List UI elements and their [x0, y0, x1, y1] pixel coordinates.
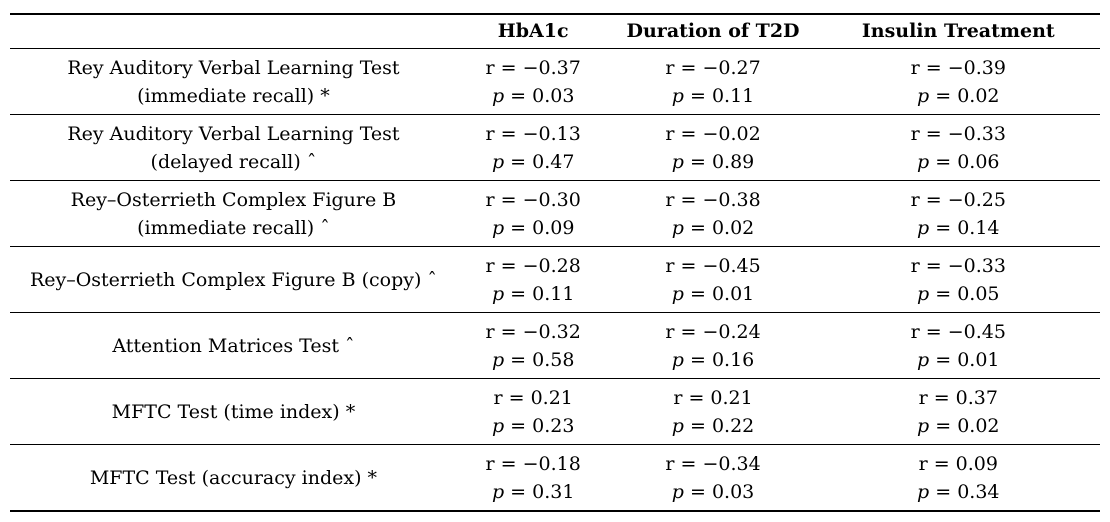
r-value: r = 0.21 [493, 386, 573, 409]
r-value: r = −0.25 [910, 188, 1006, 211]
test-name-line: MFTC Test (accuracy index) * [89, 466, 378, 489]
test-name-line: Rey Auditory Verbal Learning Test [67, 122, 400, 145]
test-name-cell: Rey Auditory Verbal Learning Test (delay… [10, 115, 457, 181]
test-name-line: (delayed recall) ˆ [150, 150, 317, 173]
cell-duration-t2d: r = −0.02 p = 0.89 [609, 115, 816, 181]
r-value: r = −0.33 [910, 122, 1006, 145]
test-name-cell: MFTC Test (time index) * [10, 379, 457, 445]
r-value: r = 0.09 [918, 452, 998, 475]
header-row: HbA1c Duration of T2D Insulin Treatment [10, 14, 1100, 49]
cell-insulin-treatment: r = −0.39 p = 0.02 [817, 49, 1100, 115]
test-name-line: Attention Matrices Test ˆ [112, 334, 355, 357]
p-value: p = 0.14 [917, 216, 1000, 239]
cell-insulin-treatment: r = 0.37 p = 0.02 [817, 379, 1100, 445]
p-value: p = 0.03 [671, 480, 755, 503]
header-insulin-treatment: Insulin Treatment [861, 20, 1055, 42]
test-name-line: MFTC Test (time index) * [111, 400, 356, 423]
r-value: r = −0.24 [665, 320, 761, 343]
test-name-line: Rey–Osterrieth Complex Figure B [70, 188, 397, 211]
r-value: r = −0.33 [910, 254, 1006, 277]
test-name-cell: Rey–Osterrieth Complex Figure B (immedia… [10, 181, 457, 247]
r-value: r = −0.39 [910, 56, 1006, 79]
cell-hba1c: r = −0.28 p = 0.11 [457, 247, 610, 313]
table-row: Rey–Osterrieth Complex Figure B (immedia… [10, 181, 1100, 247]
p-value: p = 0.02 [917, 414, 1000, 437]
p-value: p = 0.01 [917, 348, 1000, 371]
cell-duration-t2d: r = −0.34 p = 0.03 [609, 445, 816, 512]
p-value: p = 0.02 [671, 216, 755, 239]
cell-hba1c: r = −0.32 p = 0.58 [457, 313, 610, 379]
p-value: p = 0.11 [491, 282, 575, 305]
test-name-cell: Rey Auditory Verbal Learning Test (immed… [10, 49, 457, 115]
cell-duration-t2d: r = −0.45 p = 0.01 [609, 247, 816, 313]
test-name-cell: Rey–Osterrieth Complex Figure B (copy) ˆ [10, 247, 457, 313]
cell-insulin-treatment: r = −0.33 p = 0.05 [817, 247, 1100, 313]
p-value: p = 0.11 [671, 84, 755, 107]
cell-insulin-treatment: r = −0.45 p = 0.01 [817, 313, 1100, 379]
r-value: r = −0.32 [485, 320, 581, 343]
r-value: r = 0.21 [673, 386, 753, 409]
test-name-line: Rey Auditory Verbal Learning Test [67, 56, 400, 79]
r-value: r = −0.30 [485, 188, 581, 211]
header-hba1c: HbA1c [497, 20, 569, 42]
r-value: r = −0.27 [665, 56, 761, 79]
p-value: p = 0.23 [491, 414, 575, 437]
header-duration-t2d: Duration of T2D [626, 20, 800, 42]
header-empty [10, 14, 457, 49]
p-value: p = 0.05 [917, 282, 1000, 305]
cell-duration-t2d: r = −0.27 p = 0.11 [609, 49, 816, 115]
p-value: p = 0.34 [917, 480, 1000, 503]
cell-hba1c: r = −0.37 p = 0.03 [457, 49, 610, 115]
p-value: p = 0.58 [491, 348, 575, 371]
r-value: r = −0.45 [910, 320, 1006, 343]
cell-duration-t2d: r = −0.38 p = 0.02 [609, 181, 816, 247]
r-value: r = −0.45 [665, 254, 761, 277]
test-name-line: (immediate recall) * [137, 84, 330, 107]
p-value: p = 0.89 [671, 150, 755, 173]
p-value: p = 0.31 [491, 480, 575, 503]
r-value: r = −0.13 [485, 122, 581, 145]
p-value: p = 0.01 [671, 282, 755, 305]
test-name-cell: MFTC Test (accuracy index) * [10, 445, 457, 512]
cell-insulin-treatment: r = −0.25 p = 0.14 [817, 181, 1100, 247]
r-value: r = −0.18 [485, 452, 581, 475]
p-value: p = 0.02 [917, 84, 1000, 107]
table-row: MFTC Test (accuracy index) * r = −0.18 p… [10, 445, 1100, 512]
r-value: r = 0.37 [918, 386, 998, 409]
cell-duration-t2d: r = −0.24 p = 0.16 [609, 313, 816, 379]
p-value: p = 0.22 [671, 414, 755, 437]
test-name-line: (immediate recall) ˆ [137, 216, 330, 239]
r-value: r = −0.28 [485, 254, 581, 277]
p-value: p = 0.16 [671, 348, 755, 371]
table-row: Rey Auditory Verbal Learning Test (immed… [10, 49, 1100, 115]
table-row: Attention Matrices Test ˆ r = −0.32 p = … [10, 313, 1100, 379]
cell-hba1c: r = −0.13 p = 0.47 [457, 115, 610, 181]
r-value: r = −0.38 [665, 188, 761, 211]
cell-hba1c: r = −0.18 p = 0.31 [457, 445, 610, 512]
table-row: Rey–Osterrieth Complex Figure B (copy) ˆ… [10, 247, 1100, 313]
cell-insulin-treatment: r = 0.09 p = 0.34 [817, 445, 1100, 512]
cell-hba1c: r = −0.30 p = 0.09 [457, 181, 610, 247]
r-value: r = −0.34 [665, 452, 761, 475]
correlation-table: HbA1c Duration of T2D Insulin Treatment … [10, 13, 1100, 512]
table-row: Rey Auditory Verbal Learning Test (delay… [10, 115, 1100, 181]
p-value: p = 0.09 [491, 216, 575, 239]
cell-insulin-treatment: r = −0.33 p = 0.06 [817, 115, 1100, 181]
p-value: p = 0.06 [917, 150, 1000, 173]
p-value: p = 0.47 [491, 150, 575, 173]
cell-duration-t2d: r = 0.21 p = 0.22 [609, 379, 816, 445]
r-value: r = −0.02 [665, 122, 761, 145]
table-row: MFTC Test (time index) * r = 0.21 p = 0.… [10, 379, 1100, 445]
r-value: r = −0.37 [485, 56, 581, 79]
test-name-line: Rey–Osterrieth Complex Figure B (copy) ˆ [29, 268, 437, 291]
p-value: p = 0.03 [491, 84, 575, 107]
cell-hba1c: r = 0.21 p = 0.23 [457, 379, 610, 445]
test-name-cell: Attention Matrices Test ˆ [10, 313, 457, 379]
